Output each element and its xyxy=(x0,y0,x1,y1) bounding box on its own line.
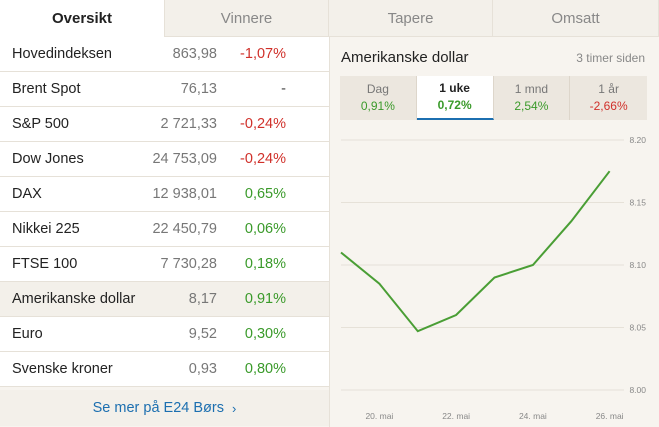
period-tab[interactable]: 1 mnd 2,54% xyxy=(494,76,571,120)
market-row[interactable]: Hovedindeksen 863,98 -1,07% xyxy=(0,37,329,72)
x-tick-label: 20. mai xyxy=(365,411,393,421)
period-tab[interactable]: 1 uke 0,72% xyxy=(416,76,494,120)
market-name: Amerikanske dollar xyxy=(12,291,136,307)
market-name: Euro xyxy=(12,326,43,342)
period-change: 0,72% xyxy=(437,98,472,112)
market-row[interactable]: Dow Jones 24 753,09 -0,24% xyxy=(0,142,329,177)
x-tick-label: 26. mai xyxy=(596,411,624,421)
market-row[interactable]: Svenske kroner 0,93 0,80% xyxy=(0,352,329,387)
updated-time: 3 timer siden xyxy=(576,51,645,65)
period-label: 1 år xyxy=(598,82,619,96)
market-name: FTSE 100 xyxy=(12,256,78,272)
chevron-right-icon: › xyxy=(232,400,237,416)
tab-tapere[interactable]: Tapere xyxy=(329,0,493,37)
see-more-link[interactable]: Se mer på E24 Børs › xyxy=(0,390,329,426)
market-name: Brent Spot xyxy=(12,81,81,97)
y-tick-label: 8.00 xyxy=(629,385,646,395)
market-change: -0,24% xyxy=(240,116,286,132)
period-change: 0,91% xyxy=(360,99,395,113)
market-list: Hovedindeksen 863,98 -1,07% Brent Spot 76,13… xyxy=(0,37,329,387)
tab-vinnere[interactable]: Vinnere xyxy=(165,0,329,37)
market-value: 9,52 xyxy=(188,326,217,342)
market-value: 8,17 xyxy=(188,291,217,307)
period-change: -2,66% xyxy=(589,99,628,113)
market-change: 0,06% xyxy=(244,221,286,237)
market-row[interactable]: DAX 12 938,01 0,65% xyxy=(0,177,329,212)
y-tick-label: 8.05 xyxy=(629,323,646,333)
period-tab[interactable]: 1 år -2,66% xyxy=(570,76,647,120)
market-row[interactable]: Nikkei 225 22 450,79 0,06% xyxy=(0,212,329,247)
market-value: 2 721,33 xyxy=(160,116,217,132)
period-label: Dag xyxy=(366,82,389,96)
market-name: Dow Jones xyxy=(12,151,84,167)
tab-omsatt[interactable]: Omsatt xyxy=(493,0,659,37)
market-value: 12 938,01 xyxy=(152,186,217,202)
market-name: Nikkei 225 xyxy=(12,221,80,237)
market-row[interactable]: Euro 9,52 0,30% xyxy=(0,317,329,352)
market-row[interactable]: Brent Spot 76,13 - xyxy=(0,72,329,107)
period-label: 1 mnd xyxy=(514,82,549,96)
market-row[interactable]: Amerikanske dollar 8,17 0,91% xyxy=(0,282,329,317)
market-change: - xyxy=(281,81,286,97)
market-value: 24 753,09 xyxy=(152,151,217,167)
market-value: 76,13 xyxy=(180,81,217,97)
see-more-label: Se mer på E24 Børs xyxy=(92,400,224,416)
period-tab[interactable]: Dag 0,91% xyxy=(340,76,417,120)
x-tick-label: 22. mai xyxy=(442,411,470,421)
market-change: -1,07% xyxy=(240,46,286,62)
market-value: 0,93 xyxy=(188,361,217,377)
market-tabs: Oversikt Vinnere Tapere Omsatt xyxy=(0,0,659,37)
market-change: 0,80% xyxy=(244,361,286,377)
y-tick-label: 8.15 xyxy=(629,198,646,208)
market-change: 0,18% xyxy=(244,256,286,272)
x-tick-label: 24. mai xyxy=(519,411,547,421)
market-name: Hovedindeksen xyxy=(12,46,112,62)
market-name: Svenske kroner xyxy=(12,361,113,377)
market-name: DAX xyxy=(12,186,42,202)
market-value: 863,98 xyxy=(172,46,217,62)
market-change: 0,65% xyxy=(244,186,286,202)
market-value: 7 730,28 xyxy=(160,256,217,272)
market-name: S&P 500 xyxy=(12,116,69,132)
market-row[interactable]: FTSE 100 7 730,28 0,18% xyxy=(0,247,329,282)
period-label: 1 uke xyxy=(439,81,470,95)
market-change: 0,91% xyxy=(244,291,286,307)
y-tick-label: 8.20 xyxy=(629,135,646,145)
market-change: -0,24% xyxy=(240,151,286,167)
tab-oversikt[interactable]: Oversikt xyxy=(0,0,165,37)
market-row[interactable]: S&P 500 2 721,33 -0,24% xyxy=(0,107,329,142)
detail-title: Amerikanske dollar xyxy=(341,49,469,66)
market-change: 0,30% xyxy=(244,326,286,342)
market-value: 22 450,79 xyxy=(152,221,217,237)
currency-chart: 8.20 8.15 8.10 8.05 8.00 20. mai 22. mai 24. ma… xyxy=(340,135,646,421)
y-tick-label: 8.10 xyxy=(629,260,646,270)
series-line xyxy=(340,170,611,333)
market-overview-panel: Hovedindeksen 863,98 -1,07% Brent Spot 76,13… xyxy=(0,37,329,427)
period-tabs: Dag 0,91% 1 uke 0,72% 1 mnd 2,54% 1 år -2,66% xyxy=(340,76,647,120)
detail-panel: Amerikanske dollar 3 timer siden Dag 0,91… xyxy=(329,37,659,427)
period-change: 2,54% xyxy=(514,99,549,113)
